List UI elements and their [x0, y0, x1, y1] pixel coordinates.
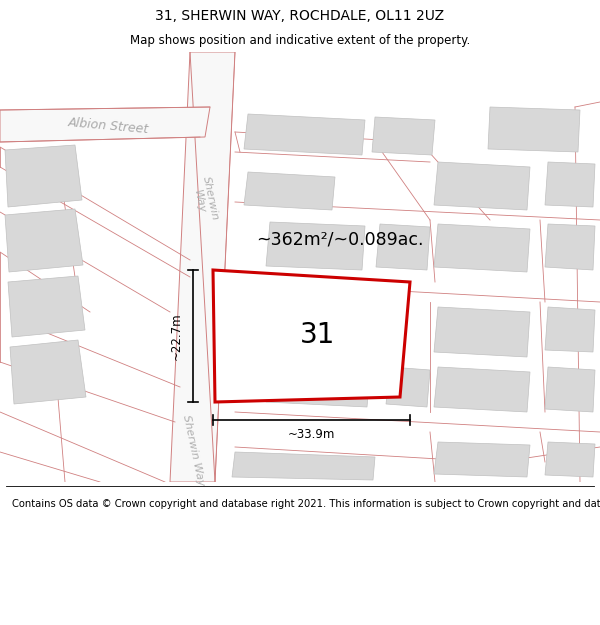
- Polygon shape: [0, 107, 210, 142]
- Polygon shape: [376, 224, 430, 270]
- Text: Contains OS data © Crown copyright and database right 2021. This information is : Contains OS data © Crown copyright and d…: [12, 499, 600, 509]
- Polygon shape: [545, 162, 595, 207]
- Polygon shape: [545, 367, 595, 412]
- Polygon shape: [386, 367, 430, 407]
- Text: Sherwin Way: Sherwin Way: [181, 414, 205, 486]
- Polygon shape: [244, 114, 365, 155]
- Polygon shape: [213, 270, 410, 402]
- Polygon shape: [434, 367, 530, 412]
- Polygon shape: [545, 224, 595, 270]
- Text: Albion Street: Albion Street: [67, 116, 149, 136]
- Polygon shape: [434, 442, 530, 477]
- Polygon shape: [488, 107, 580, 152]
- Polygon shape: [244, 172, 335, 210]
- Text: ~22.7m: ~22.7m: [170, 312, 182, 360]
- Text: 31: 31: [301, 321, 335, 349]
- Text: Sherwin
Way: Sherwin Way: [190, 176, 220, 224]
- Text: Map shows position and indicative extent of the property.: Map shows position and indicative extent…: [130, 34, 470, 47]
- Polygon shape: [232, 452, 375, 480]
- Polygon shape: [170, 52, 235, 482]
- Text: 31, SHERWIN WAY, ROCHDALE, OL11 2UZ: 31, SHERWIN WAY, ROCHDALE, OL11 2UZ: [155, 9, 445, 22]
- Text: ~362m²/~0.089ac.: ~362m²/~0.089ac.: [256, 231, 424, 249]
- Polygon shape: [10, 340, 86, 404]
- Polygon shape: [434, 307, 530, 357]
- Polygon shape: [5, 145, 82, 207]
- Polygon shape: [545, 442, 595, 477]
- Polygon shape: [8, 276, 85, 337]
- Polygon shape: [545, 307, 595, 352]
- Polygon shape: [372, 117, 435, 155]
- Polygon shape: [5, 209, 83, 272]
- Polygon shape: [266, 367, 370, 407]
- Polygon shape: [434, 162, 530, 210]
- Text: ~33.9m: ~33.9m: [288, 428, 335, 441]
- Polygon shape: [266, 222, 365, 270]
- Polygon shape: [434, 224, 530, 272]
